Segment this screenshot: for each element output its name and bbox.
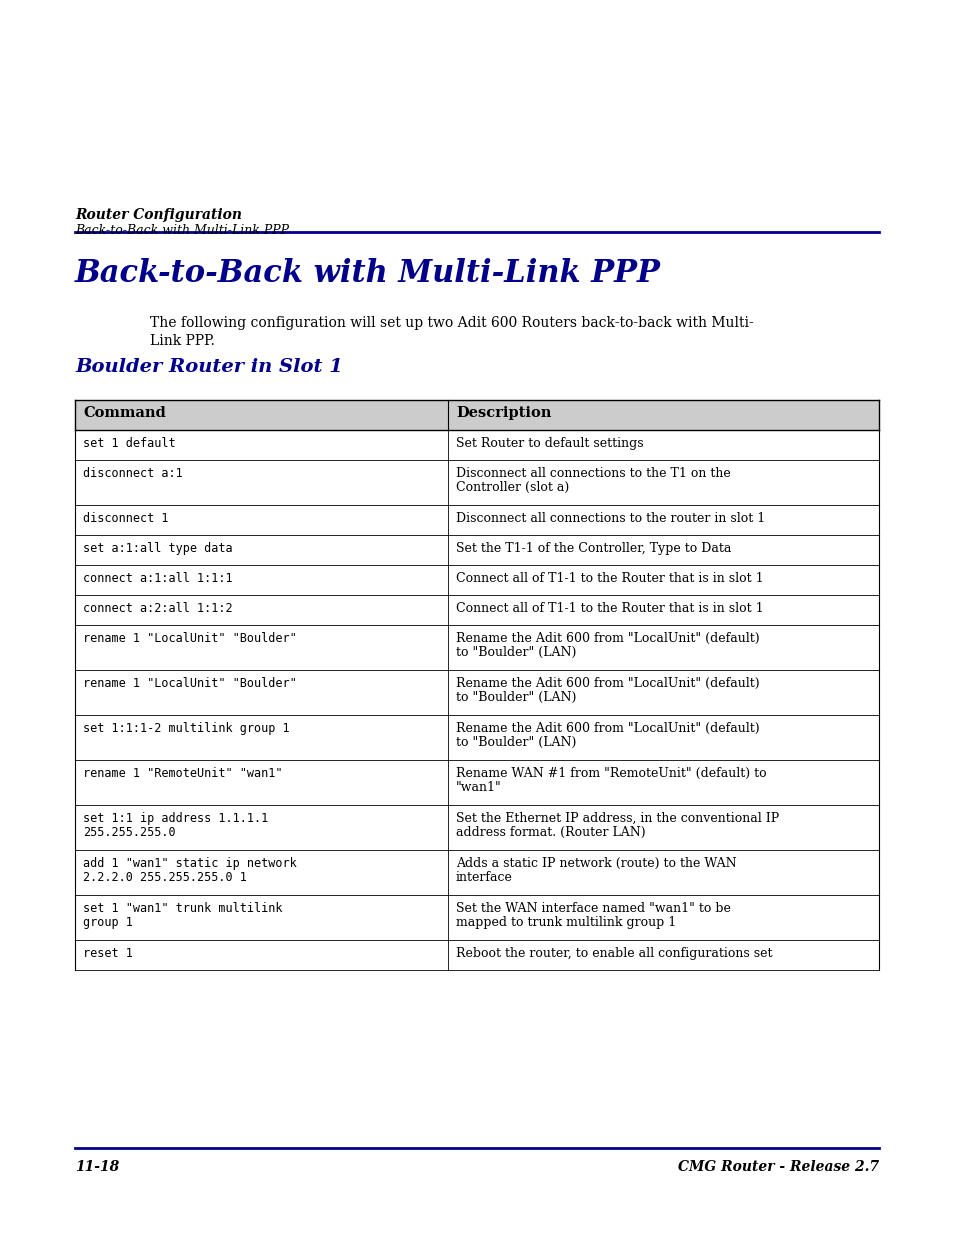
Text: connect a:2:all 1:1:2: connect a:2:all 1:1:2 [83,601,233,615]
Bar [75,805,878,850]
Text: Back-to-Back with Multi-Link PPP: Back-to-Back with Multi-Link PPP [75,258,660,289]
Bar [75,595,878,625]
Text: rename 1 "LocalUnit" "Boulder": rename 1 "LocalUnit" "Boulder" [83,677,296,690]
Text: Set the T1-1 of the Controller, Type to Data: Set the T1-1 of the Controller, Type to … [456,542,731,555]
Text: Connect all of T1-1 to the Router that is in slot 1: Connect all of T1-1 to the Router that i… [456,572,762,585]
Text: Back-to-Back with Multi-Link PPP: Back-to-Back with Multi-Link PPP [75,224,289,237]
Text: set 1 default: set 1 default [83,437,175,450]
Text: Description: Description [456,406,551,420]
Text: rename 1 "LocalUnit" "Boulder": rename 1 "LocalUnit" "Boulder" [83,632,296,645]
Text: to "Boulder" (LAN): to "Boulder" (LAN) [456,692,576,704]
Text: address format. (Router LAN): address format. (Router LAN) [456,826,645,839]
Text: interface: interface [456,871,513,884]
Bar [75,760,878,805]
Text: Set the WAN interface named "wan1" to be: Set the WAN interface named "wan1" to be [456,902,730,915]
Text: to "Boulder" (LAN): to "Boulder" (LAN) [456,646,576,659]
Bar [75,940,878,969]
Bar [75,671,878,715]
Text: connect a:1:all 1:1:1: connect a:1:all 1:1:1 [83,572,233,585]
Text: 255.255.255.0: 255.255.255.0 [83,826,175,839]
Bar [75,430,878,459]
Text: Controller (slot a): Controller (slot a) [456,480,569,494]
Text: Rename the Adit 600 from "LocalUnit" (default): Rename the Adit 600 from "LocalUnit" (de… [456,677,759,690]
Text: Set the Ethernet IP address, in the conventional IP: Set the Ethernet IP address, in the conv… [456,811,779,825]
Bar [75,625,878,671]
Bar [75,505,878,535]
Text: Command: Command [83,406,166,420]
Text: 2.2.2.0 255.255.255.0 1: 2.2.2.0 255.255.255.0 1 [83,871,247,884]
Text: disconnect a:1: disconnect a:1 [83,467,183,480]
Text: Reboot the router, to enable all configurations set: Reboot the router, to enable all configu… [456,947,772,960]
Text: Disconnect all connections to the router in slot 1: Disconnect all connections to the router… [456,513,764,525]
Text: Rename the Adit 600 from "LocalUnit" (default): Rename the Adit 600 from "LocalUnit" (de… [456,632,759,645]
Text: add 1 "wan1" static ip network: add 1 "wan1" static ip network [83,857,296,869]
Text: reset 1: reset 1 [83,947,132,960]
Bar [75,715,878,760]
Text: disconnect 1: disconnect 1 [83,513,169,525]
Text: Rename WAN #1 from "RemoteUnit" (default) to: Rename WAN #1 from "RemoteUnit" (default… [456,767,766,781]
Text: Disconnect all connections to the T1 on the: Disconnect all connections to the T1 on … [456,467,730,480]
Text: Adds a static IP network (route) to the WAN: Adds a static IP network (route) to the … [456,857,736,869]
Text: Rename the Adit 600 from "LocalUnit" (default): Rename the Adit 600 from "LocalUnit" (de… [456,722,759,735]
Bar [75,400,878,430]
Bar [75,850,878,895]
Text: The following configuration will set up two Adit 600 Routers back-to-back with M: The following configuration will set up … [150,316,753,330]
Text: rename 1 "RemoteUnit" "wan1": rename 1 "RemoteUnit" "wan1" [83,767,282,781]
Text: set 1:1:1-2 multilink group 1: set 1:1:1-2 multilink group 1 [83,722,290,735]
Text: group 1: group 1 [83,916,132,929]
Text: to "Boulder" (LAN): to "Boulder" (LAN) [456,736,576,748]
Text: mapped to trunk multilink group 1: mapped to trunk multilink group 1 [456,916,676,929]
Text: "wan1": "wan1" [456,781,501,794]
Bar [75,535,878,564]
Text: 11-18: 11-18 [75,1160,119,1174]
Text: Set Router to default settings: Set Router to default settings [456,437,643,450]
Text: CMG Router - Release 2.7: CMG Router - Release 2.7 [678,1160,878,1174]
Text: Connect all of T1-1 to the Router that is in slot 1: Connect all of T1-1 to the Router that i… [456,601,762,615]
Text: set a:1:all type data: set a:1:all type data [83,542,233,555]
Text: set 1 "wan1" trunk multilink: set 1 "wan1" trunk multilink [83,902,282,915]
Bar [75,459,878,505]
Text: set 1:1 ip address 1.1.1.1: set 1:1 ip address 1.1.1.1 [83,811,268,825]
Bar [75,895,878,940]
Text: Boulder Router in Slot 1: Boulder Router in Slot 1 [75,358,342,375]
Text: Router Configuration: Router Configuration [75,207,242,222]
Bar [75,564,878,595]
Text: Link PPP.: Link PPP. [150,333,214,348]
